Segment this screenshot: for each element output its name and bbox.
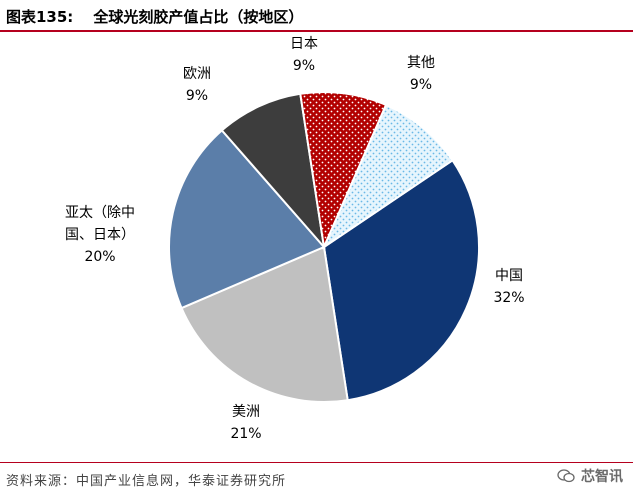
figure-title: 图表135: 全球光刻胶产值占比（按地区） [6,4,303,28]
pie-slice-3 [220,92,326,251]
slice-name-label: 亚太（除中 [65,205,135,221]
slice-name-label: 日本 [290,36,318,52]
chart-title: 全球光刻胶产值占比（按地区） [93,7,304,26]
pie-slice-5 [321,103,454,250]
pie-slice-2 [168,128,326,310]
slice-percent-label: 20% [84,249,115,265]
slice-percent-label: 21% [230,426,261,442]
watermark-text: 芯智讯 [581,469,623,485]
slice-name-label: 中国 [495,268,523,284]
pie-slice-0 [322,158,480,402]
source-note: 资料来源：中国产业信息网，华泰证券研究所 [6,474,287,489]
slice-name-label: 其他 [407,55,435,71]
slice-percent-label: 9% [186,88,208,104]
figure-number: 图表135: [6,7,74,26]
slice-percent-label: 32% [493,290,524,306]
pie-slice-4 [299,91,388,251]
wechat-icon [557,469,575,483]
pie-chart: 中国 32% 美洲 21% 亚太（除中国、日本） 20% 欧洲 9% 日本 9% 其他 9% [65,36,525,442]
slice-percent-label: 9% [410,77,432,93]
slice-name-label: 美洲 [232,404,260,420]
footer-rule [0,462,633,463]
title-rule [0,30,633,32]
slice-percent-label: 9% [293,58,315,74]
watermark: 芯智讯 [557,466,623,486]
pie-slice-1 [180,245,349,403]
slice-name-label: 欧洲 [183,66,211,82]
slice-name-label: 国、日本） [65,227,135,243]
